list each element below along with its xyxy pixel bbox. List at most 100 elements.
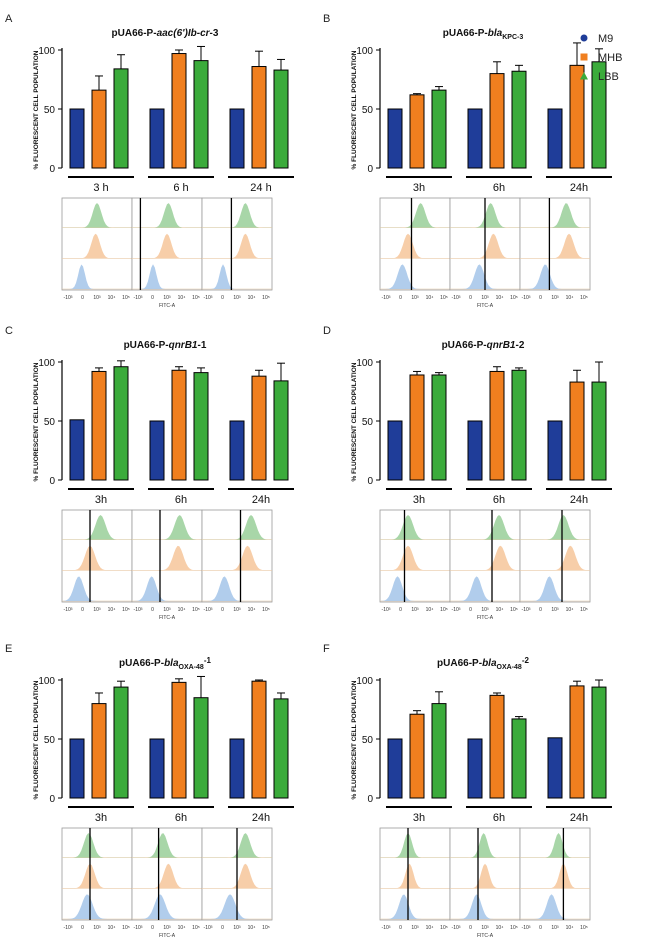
- histogram-tick-label: 10⁴: [496, 925, 504, 931]
- bar-MHB-6h: [489, 370, 505, 481]
- histogram-MHB: [202, 545, 272, 571]
- y-tick-label: 50: [362, 105, 374, 116]
- y-tick-label: 50: [362, 417, 374, 428]
- title-prefix: pUA66-P-: [443, 28, 488, 39]
- panel-letter: F: [323, 643, 330, 655]
- panel-letter: E: [5, 643, 12, 655]
- histogram-LBB: [380, 515, 450, 540]
- y-tick-label: 100: [356, 676, 373, 687]
- x-category-label: 24h: [570, 812, 588, 824]
- legend-marker-MHB: [580, 53, 588, 61]
- histogram-box: [519, 197, 591, 291]
- bar-MHB-6h: [489, 73, 505, 169]
- histogram-tick-label: 10⁵: [440, 925, 448, 931]
- histogram-tick-label: 10⁴: [108, 607, 116, 613]
- histogram-tick-label: 0: [81, 925, 84, 931]
- histogram-x-label: FITC-A: [477, 303, 494, 309]
- bar-LBB-24h: [273, 698, 289, 799]
- title-prefix: pUA66-P-: [119, 658, 164, 669]
- histogram-tick-label: 0: [81, 607, 84, 613]
- bar-MHB-24h: [569, 381, 585, 481]
- bar-MHB-3 h: [91, 89, 107, 169]
- histogram-M9: [202, 576, 272, 601]
- histogram-tick-label: -10³: [452, 925, 461, 931]
- bar-MHB-6h: [171, 369, 187, 481]
- histogram-M9: [62, 576, 132, 601]
- histogram-tick-label: -10³: [134, 295, 143, 301]
- bar-LBB-3h: [431, 703, 447, 799]
- histogram-tick-label: 0: [221, 607, 224, 613]
- bar-MHB-3h: [409, 374, 425, 481]
- histogram-tick-label: 10³: [411, 925, 419, 931]
- histogram-tick-label: 10⁴: [566, 607, 574, 613]
- bar-M9-6h: [467, 420, 483, 481]
- histogram-LBB: [380, 833, 450, 858]
- histogram-LBB: [450, 833, 520, 858]
- histogram-tick-label: 0: [539, 925, 542, 931]
- bar-MHB-6h: [171, 681, 187, 799]
- histogram-M9: [380, 576, 450, 601]
- histogram-tick-label: 10⁵: [192, 925, 200, 931]
- histogram-tick-label: -10³: [522, 295, 531, 301]
- histogram-tick-label: 0: [539, 607, 542, 613]
- histogram-tick-label: -10³: [134, 925, 143, 931]
- x-category-label: 3 h: [93, 182, 108, 194]
- histogram-x-label: FITC-A: [477, 615, 494, 621]
- title-suffix: -3: [210, 28, 219, 39]
- bar-M9-3 h: [69, 108, 85, 169]
- histogram-M9: [62, 894, 132, 919]
- histogram-tick-label: 0: [469, 295, 472, 301]
- y-axis-label: % FLUORESCENT CELL POPULATION: [351, 680, 358, 799]
- bar-M9-24h: [547, 420, 563, 481]
- bar-LBB-3h: [113, 366, 129, 481]
- title-prefix: pUA66-P-: [112, 28, 157, 39]
- histogram-tick-label: -10³: [64, 295, 73, 301]
- y-tick-label: 100: [38, 676, 55, 687]
- histogram-tick-label: 10⁵: [440, 295, 448, 301]
- histogram-tick-label: 10³: [163, 607, 171, 613]
- histogram-tick-label: 0: [469, 607, 472, 613]
- histogram-M9: [380, 894, 450, 919]
- histogram-box: [131, 509, 203, 603]
- histogram-tick-label: -10³: [382, 295, 391, 301]
- histogram-tick-label: 10⁴: [178, 295, 186, 301]
- histogram-MHB: [132, 233, 202, 259]
- title-gene: qnrB1: [169, 340, 198, 351]
- bar-M9-6h: [467, 738, 483, 799]
- histogram-tick-label: 10⁵: [580, 607, 588, 613]
- x-category-label: 6h: [493, 812, 505, 824]
- y-tick-label: 0: [367, 794, 373, 805]
- histogram-LBB: [62, 515, 132, 540]
- histogram-box: [519, 509, 591, 603]
- histogram-tick-label: 10⁴: [426, 295, 434, 301]
- bar-M9-3h: [387, 420, 403, 481]
- histogram-box: [379, 827, 451, 921]
- histogram-box: [61, 827, 133, 921]
- histogram-tick-label: 10⁴: [496, 295, 504, 301]
- y-axis-label: % FLUORESCENT CELL POPULATION: [351, 50, 358, 169]
- histogram-LBB: [132, 203, 202, 228]
- histogram-tick-label: 10³: [551, 295, 559, 301]
- histogram-x-label: FITC-A: [477, 933, 494, 939]
- y-axis-label: % FLUORESCENT CELL POPULATION: [33, 50, 40, 169]
- bar-M9-3h: [387, 108, 403, 169]
- histogram-tick-label: -10³: [204, 295, 213, 301]
- bar-M9-6 h: [149, 108, 165, 169]
- title-gene: bla: [482, 658, 497, 669]
- histogram-tick-label: 10⁵: [580, 925, 588, 931]
- histogram-tick-label: 10³: [411, 295, 419, 301]
- panel-title: pUA66-P-blaKPC-3: [443, 28, 524, 41]
- panel-title: pUA66-P-aac(6')Ib-cr-3: [112, 28, 219, 39]
- histogram-tick-label: -10³: [382, 925, 391, 931]
- bar-LBB-6 h: [193, 60, 209, 169]
- histogram-tick-label: -10³: [204, 607, 213, 613]
- histogram-LBB: [62, 203, 132, 228]
- x-category-label: 3h: [413, 182, 425, 194]
- histogram-tick-label: 0: [151, 295, 154, 301]
- bar-M9-24h: [229, 738, 245, 799]
- histogram-box: [379, 509, 451, 603]
